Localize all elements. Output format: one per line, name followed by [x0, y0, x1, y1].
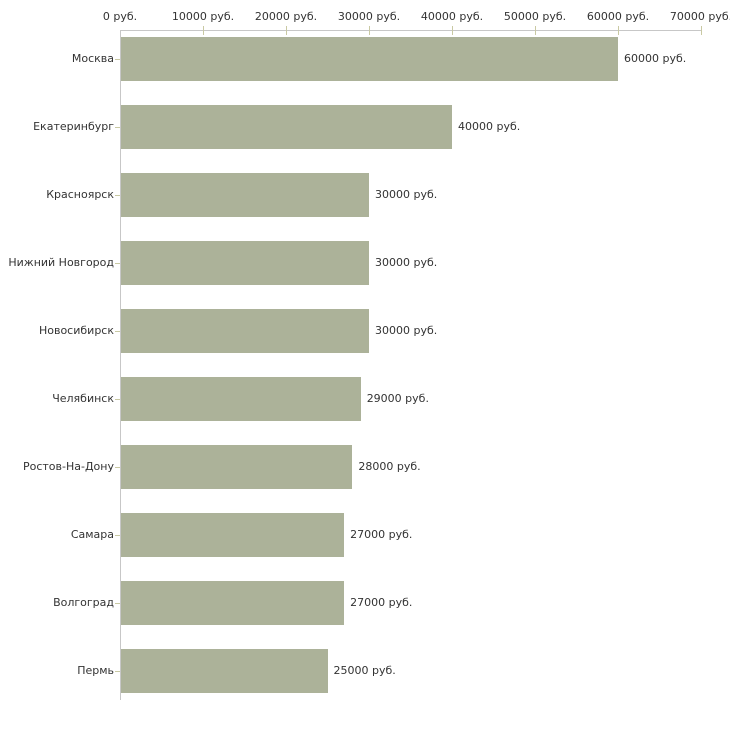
- x-axis-tick-label: 50000 руб.: [503, 10, 567, 23]
- bar: [121, 649, 328, 693]
- bar: [121, 173, 369, 217]
- category-tick-mark: [115, 535, 120, 536]
- category-label: Ростов-На-Дону: [22, 460, 114, 473]
- x-axis-tick-mark: [369, 26, 370, 35]
- category-label: Пермь: [77, 664, 114, 677]
- category-tick-mark: [115, 331, 120, 332]
- x-axis-tick-label: 60000 руб.: [586, 10, 650, 23]
- category-tick-mark: [115, 59, 120, 60]
- x-axis-line: [120, 30, 702, 31]
- category-tick-mark: [115, 263, 120, 264]
- x-axis-tick-mark: [452, 26, 453, 35]
- category-tick-mark: [115, 467, 120, 468]
- x-axis-tick-mark: [618, 26, 619, 35]
- x-axis-tick-label: 70000 руб.: [669, 10, 730, 23]
- category-tick-mark: [115, 127, 120, 128]
- category-label: Екатеринбург: [33, 120, 114, 133]
- category-label: Челябинск: [52, 392, 114, 405]
- x-axis-tick-label: 0 руб.: [102, 10, 138, 23]
- x-axis-tick-label: 30000 руб.: [337, 10, 401, 23]
- bar-value-label: 30000 руб.: [375, 324, 438, 337]
- x-axis-tick-label: 10000 руб.: [171, 10, 235, 23]
- bar: [121, 241, 369, 285]
- bar: [121, 513, 345, 557]
- x-axis-tick-mark: [535, 26, 536, 35]
- y-axis-line: [120, 30, 121, 700]
- category-tick-mark: [115, 195, 120, 196]
- x-axis-tick-label: 20000 руб.: [254, 10, 318, 23]
- x-axis-tick-mark: [203, 26, 204, 35]
- bar: [121, 581, 345, 625]
- bar-value-label: 30000 руб.: [375, 256, 438, 269]
- bar-value-label: 25000 руб.: [333, 664, 396, 677]
- bar-value-label: 27000 руб.: [350, 596, 413, 609]
- bar-value-label: 28000 руб.: [358, 460, 421, 473]
- bar-value-label: 30000 руб.: [375, 188, 438, 201]
- category-label: Москва: [71, 52, 114, 65]
- bar: [121, 445, 353, 489]
- bar: [121, 377, 361, 421]
- bar: [121, 105, 452, 149]
- x-axis-tick-mark: [286, 26, 287, 35]
- bar-value-label: 40000 руб.: [458, 120, 521, 133]
- category-tick-mark: [115, 399, 120, 400]
- category-tick-mark: [115, 603, 120, 604]
- bar-value-label: 29000 руб.: [366, 392, 429, 405]
- category-label: Волгоград: [53, 596, 114, 609]
- bar-value-label: 27000 руб.: [350, 528, 413, 541]
- category-label: Нижний Новгород: [8, 256, 114, 269]
- category-label: Самара: [70, 528, 114, 541]
- category-tick-mark: [115, 671, 120, 672]
- category-label: Красноярск: [46, 188, 114, 201]
- bar-value-label: 60000 руб.: [624, 52, 687, 65]
- x-axis-tick-mark: [701, 26, 702, 35]
- bar: [121, 37, 618, 81]
- bar: [121, 309, 369, 353]
- x-axis-tick-label: 40000 руб.: [420, 10, 484, 23]
- category-label: Новосибирск: [38, 324, 114, 337]
